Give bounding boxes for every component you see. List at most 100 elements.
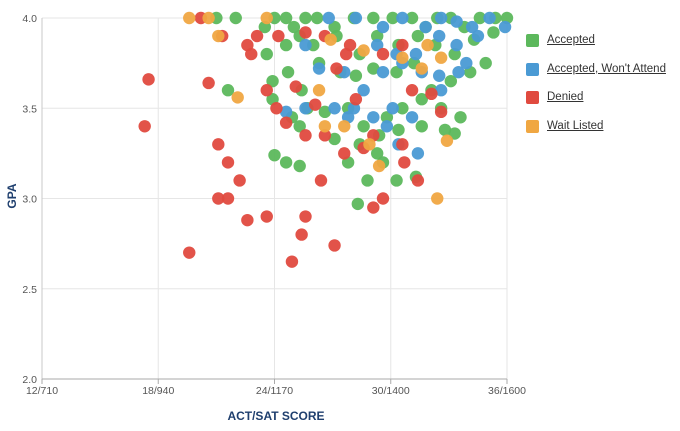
- point-denied: [241, 213, 254, 227]
- legend-label: Accepted: [547, 34, 595, 46]
- point-accepted-won-t-attend: [432, 69, 446, 82]
- point-accepted: [310, 11, 324, 25]
- point-accepted: [361, 174, 374, 187]
- point-accepted: [444, 74, 458, 88]
- point-accepted-won-t-attend: [357, 84, 370, 97]
- legend-swatch: [526, 34, 539, 47]
- legend-item-accepted-won-t-attend[interactable]: Accepted, Won't Attend: [526, 61, 678, 90]
- point-denied: [221, 192, 235, 205]
- y-tick-label: 4.0: [22, 13, 37, 25]
- point-denied: [349, 93, 363, 106]
- point-denied: [260, 210, 273, 223]
- point-accepted-won-t-attend: [450, 38, 463, 52]
- point-denied: [250, 29, 264, 43]
- point-wait-listed: [440, 134, 454, 147]
- x-tick-label: 12/710: [26, 385, 58, 397]
- point-accepted: [386, 11, 399, 25]
- point-accepted: [260, 47, 273, 61]
- x-axis-title: ACT/SAT SCORE: [227, 409, 324, 423]
- point-accepted: [287, 20, 301, 34]
- point-denied: [233, 174, 246, 187]
- point-accepted: [411, 29, 425, 43]
- point-accepted: [268, 148, 281, 162]
- legend-swatch: [526, 62, 539, 76]
- point-wait-listed: [231, 91, 244, 104]
- y-tick-label: 2.0: [22, 374, 37, 386]
- point-accepted-won-t-attend: [450, 15, 463, 28]
- point-denied: [260, 84, 273, 97]
- point-denied: [289, 80, 303, 93]
- y-tick-label: 2.5: [22, 284, 37, 296]
- point-denied: [142, 73, 155, 86]
- point-accepted: [405, 11, 419, 25]
- point-denied: [405, 84, 419, 97]
- point-accepted: [380, 111, 394, 124]
- point-wait-listed: [363, 138, 376, 151]
- point-denied: [285, 255, 299, 268]
- point-accepted: [396, 102, 409, 115]
- point-accepted: [299, 11, 312, 25]
- point-denied: [241, 38, 254, 52]
- point-denied: [398, 156, 411, 169]
- point-denied: [299, 210, 312, 223]
- point-denied: [338, 147, 351, 160]
- point-denied: [376, 192, 390, 205]
- legend-label: Wait Listed: [547, 119, 604, 132]
- point-denied: [425, 87, 438, 101]
- point-denied: [343, 38, 357, 52]
- point-denied: [318, 129, 332, 142]
- legend-label: Accepted, Won't Attend: [547, 62, 666, 75]
- point-denied: [221, 156, 235, 169]
- point-accepted: [479, 56, 492, 70]
- x-tick-label: 36/1600: [488, 385, 526, 397]
- point-accepted: [390, 65, 403, 79]
- point-accepted-won-t-attend: [498, 20, 512, 34]
- series-denied: [138, 11, 448, 268]
- point-accepted-won-t-attend: [299, 38, 312, 52]
- point-denied: [299, 26, 312, 39]
- point-accepted-won-t-attend: [432, 29, 446, 43]
- point-accepted-won-t-attend: [299, 102, 312, 115]
- point-denied: [270, 102, 283, 115]
- data-points: [138, 11, 514, 268]
- tick-labels: 12/710 18/940 24/1170 30/1400 36/1600 2.0 2.5 3…: [22, 13, 526, 397]
- point-accepted-won-t-attend: [370, 38, 384, 52]
- point-wait-listed: [212, 29, 225, 43]
- point-accepted: [448, 127, 461, 140]
- point-wait-listed: [357, 44, 370, 57]
- point-denied: [367, 201, 380, 214]
- point-denied: [396, 138, 409, 151]
- point-accepted-won-t-attend: [460, 56, 473, 70]
- point-accepted: [390, 174, 403, 187]
- point-accepted-won-t-attend: [405, 111, 419, 124]
- point-accepted: [266, 74, 279, 88]
- point-accepted: [349, 69, 363, 82]
- point-accepted-won-t-attend: [452, 65, 465, 79]
- point-accepted: [487, 26, 500, 39]
- point-accepted-won-t-attend: [349, 11, 363, 25]
- point-accepted-won-t-attend: [380, 120, 394, 133]
- legend-item-accepted[interactable]: Accepted: [526, 32, 678, 61]
- y-axis-title: GPA: [5, 183, 19, 208]
- point-wait-listed: [338, 120, 351, 133]
- point-accepted: [367, 62, 380, 75]
- point-accepted: [438, 123, 452, 137]
- point-accepted: [415, 120, 428, 133]
- point-wait-listed: [260, 11, 273, 25]
- x-tick-label: 18/940: [142, 385, 174, 397]
- point-accepted: [351, 197, 365, 211]
- point-denied: [183, 246, 196, 259]
- point-wait-listed: [396, 51, 409, 64]
- point-accepted: [279, 156, 293, 169]
- point-denied: [330, 62, 343, 75]
- x-tick-label: 30/1400: [372, 385, 410, 397]
- point-wait-listed: [324, 33, 337, 46]
- point-denied: [212, 138, 225, 151]
- point-denied: [376, 47, 390, 61]
- point-accepted: [473, 11, 487, 25]
- legend-item-denied[interactable]: Denied: [526, 89, 678, 118]
- series-wait-listed: [183, 11, 454, 205]
- point-accepted: [293, 159, 306, 173]
- point-denied: [328, 239, 341, 252]
- legend-item-wait-listed[interactable]: Wait Listed: [526, 118, 678, 147]
